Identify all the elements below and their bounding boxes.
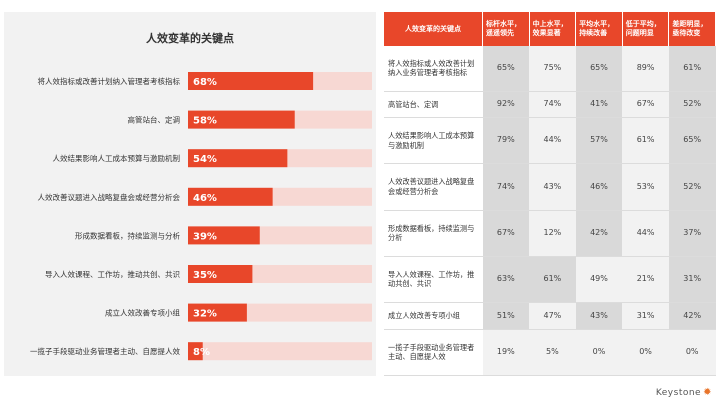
table-cell: 57% [575,117,623,165]
table-row: 人效结果影响人工成本预算与激励机制 79% 44% 57% 61% 65% [384,117,716,165]
table-cell: 0% [668,329,716,377]
value-label: 32% [193,309,217,320]
bar-track [188,342,372,361]
table-cell: 5% [529,329,576,377]
table-cell: 63% [482,256,530,304]
table-row: 人效改善议题进入战略复盘会或经营分析会 74% 43% 46% 53% 52% [384,163,716,211]
bar [188,342,203,361]
value-label: 8% [193,347,210,358]
column-header: 中上水平，效果显著 [529,12,577,46]
table-cell: 46% [575,163,623,211]
category-label: 导入人效课程、工作坊，推动共创、共识 [45,269,180,279]
table-cell: 43% [529,163,576,211]
table-cell: 19% [482,329,530,377]
table-cell: 42% [575,210,623,257]
bar-chart-panel: 人效变革的关键点将人效指标或改善计划纳入管理者考核指标 68% 高管站台、定调 58%… [4,12,376,376]
table-cell: 65% [482,46,530,92]
table-cell: 0% [622,329,669,377]
table-row: 形成数据看板，持续监测与分析 67% 12% 42% 44% 37% [384,210,716,257]
comparison-table-panel: 人效变革的关键点 标杆水平，遥遥领先 中上水平，效果显著 平均水平，持续改善 低于平均… [384,12,716,377]
row-label: 人效改善议题进入战略复盘会或经营分析会 [384,163,483,211]
row-label: 人效结果影响人工成本预算与激励机制 [384,117,483,165]
table-cell: 12% [529,210,576,257]
table-cell: 37% [668,210,716,257]
table-cell: 65% [575,46,623,92]
bar [188,72,314,90]
table-cell: 44% [622,210,669,257]
category-label: 形成数据看板，持续监测与分析 [75,230,180,240]
sun-icon: ✹ [703,387,712,398]
table-row: 成立人效改善专项小组 51% 47% 43% 31% 42% [384,302,716,330]
bar [188,110,295,129]
bar [188,303,247,322]
bar [188,187,273,206]
table-cell: 67% [482,210,530,257]
table-row: 导入人效课程、工作坊，推动共创、共识 63% 61% 49% 21% 31% [384,256,716,304]
table-body: 将人效指标或人效改善计划纳入业务管理者考核指标 65% 75% 65% 89% 61% 高管… [384,46,716,377]
table-cell: 52% [668,91,716,119]
table-cell: 21% [622,256,669,304]
category-label: 高管站台、定调 [128,115,181,125]
table-cell: 41% [575,91,623,119]
category-label: 成立人效改善专项小组 [105,308,180,318]
table-cell: 61% [529,256,576,304]
table-cell: 89% [622,46,669,92]
table-cell: 53% [622,163,669,211]
table-cell: 92% [482,91,530,119]
bar [188,265,253,283]
column-header: 低于平均，问题明显 [622,12,670,46]
brand-name: Keystone [655,388,702,398]
table-row: 高管站台、定调 92% 74% 41% 67% 52% [384,91,716,119]
table-cell: 52% [668,163,716,211]
bar [188,226,260,245]
table-cell: 44% [529,117,576,165]
table-cell: 49% [575,256,623,304]
category-label: 将人效指标或改善计划纳入管理者考核指标 [38,76,181,86]
value-label: 54% [193,154,217,165]
table-cell: 31% [668,256,716,304]
table-cell: 61% [622,117,669,165]
table-cell: 79% [482,117,530,165]
category-label: 一揽子手段驱动业务管理者主动、自愿提人效 [30,346,180,356]
row-label: 形成数据看板，持续监测与分析 [384,210,483,257]
table-cell: 51% [482,302,530,330]
table-cell: 61% [668,46,716,92]
column-header: 平均水平，持续改善 [575,12,623,46]
table-row: 将人效指标或人效改善计划纳入业务管理者考核指标 65% 75% 65% 89% 61% [384,46,716,92]
table-cell: 75% [529,46,576,92]
table-header-corner: 人效变革的关键点 [384,12,483,46]
table-row: 一揽子手段驱动业务管理者主动、自愿提人效 19% 5% 0% 0% 0% [384,329,716,377]
table-cell: 74% [482,163,530,211]
value-label: 68% [193,77,217,88]
row-label: 一揽子手段驱动业务管理者主动、自愿提人效 [384,329,483,377]
value-label: 39% [193,231,217,242]
comparison-table: 人效变革的关键点 标杆水平，遥遥领先 中上水平，效果显著 平均水平，持续改善 低于平均… [384,12,716,377]
category-label: 人效改善议题进入战略复盘会或经营分析会 [38,192,181,202]
table-cell: 43% [575,302,623,330]
table-cell: 74% [529,91,576,119]
bar [188,149,288,168]
table-cell: 42% [668,302,716,330]
table-cell: 31% [622,302,669,330]
table-cell: 0% [575,329,623,377]
brand-logo: Keystone ✹ [656,387,712,398]
value-label: 58% [193,116,217,127]
chart-title: 人效变革的关键点 [146,31,234,45]
table-cell: 67% [622,91,669,119]
table-header-row: 人效变革的关键点 标杆水平，遥遥领先 中上水平，效果显著 平均水平，持续改善 低于平均… [384,12,716,46]
row-label: 将人效指标或人效改善计划纳入业务管理者考核指标 [384,46,483,92]
value-label: 35% [193,270,217,281]
category-label: 人效结果影响人工成本预算与激励机制 [53,153,181,163]
row-label: 高管站台、定调 [384,91,483,119]
table-cell: 47% [529,302,576,330]
column-header: 标杆水平，遥遥领先 [482,12,530,46]
column-header: 差距明显，亟待改变 [668,12,716,46]
table-cell: 65% [668,117,716,165]
value-label: 46% [193,193,217,204]
row-label: 导入人效课程、工作坊，推动共创、共识 [384,256,483,304]
row-label: 成立人效改善专项小组 [384,302,483,330]
